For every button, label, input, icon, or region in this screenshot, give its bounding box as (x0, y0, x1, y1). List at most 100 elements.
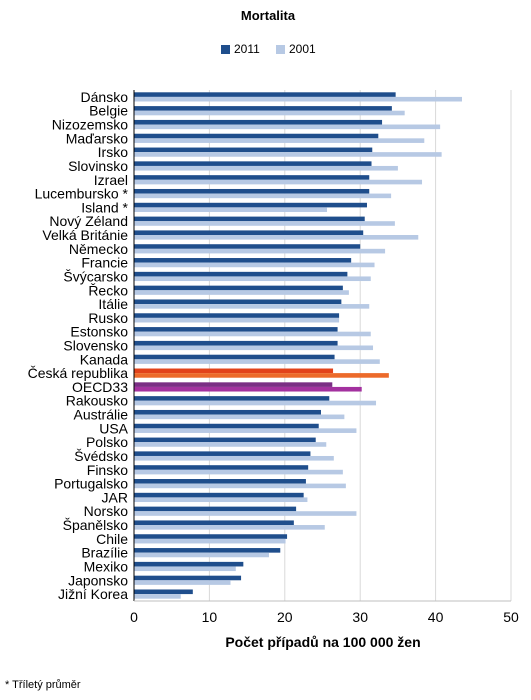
category-label-chile: Chile (96, 531, 128, 547)
x-tick-label-30: 30 (352, 609, 368, 625)
bar-2001-estonsko (134, 331, 371, 337)
bar-2011-norsko (134, 506, 297, 512)
bar-2001-rusko (134, 317, 340, 323)
category-label-nizozemsko: Nizozemsko (52, 117, 128, 133)
bar-2011-polsko (134, 437, 316, 443)
category-label-brazilie: Brazílie (81, 545, 128, 561)
bar-2011-nizozemsko (134, 119, 383, 125)
bar-2011-dansko (134, 92, 396, 97)
bar-2011-chile (134, 534, 288, 539)
bar-2011-jizni-korea (134, 589, 193, 595)
bar-2011-madarsko (134, 133, 379, 139)
bar-2011-nemecko (134, 244, 361, 249)
category-label-finsko: Finsko (87, 462, 128, 478)
category-label-slovinsko: Slovinsko (68, 158, 128, 174)
bar-2001-velka-britanie (134, 235, 419, 240)
bar-2001-japonsko (134, 580, 231, 585)
x-tick-label-20: 20 (277, 609, 293, 625)
bar-2011-irsko (134, 147, 373, 153)
bar-2011-brazilie (134, 548, 281, 553)
bar-2001-rakousko (134, 400, 377, 406)
category-label-svycarsko: Švýcarsko (63, 268, 128, 284)
bar-2011-portugalsko (134, 479, 306, 484)
category-label-norsko: Norsko (84, 503, 129, 519)
bar-2001-novy-zeland (134, 221, 395, 226)
x-tick-labels: 0 10 20 30 40 50 (130, 609, 519, 625)
legend-swatch-2001 (276, 45, 285, 54)
category-label-jar: JAR (102, 489, 128, 505)
bar-2011-estonsko (134, 327, 338, 332)
bar-2011-japonsko (134, 575, 242, 581)
bar-2011-oecd33 (134, 382, 333, 387)
bars (134, 92, 462, 599)
bar-2001-italie (134, 304, 370, 309)
footnote: * Tříletý průměr (5, 679, 81, 691)
bar-2001-dansko (134, 96, 462, 102)
bar-2001-norsko (134, 511, 357, 516)
bar-2011-belgie (134, 106, 392, 111)
bar-2011-finsko (134, 465, 309, 470)
category-label-rakousko: Rakousko (66, 393, 128, 409)
bar-2001-izrael (134, 179, 423, 185)
category-label-island: Island * (81, 199, 128, 215)
bar-2001-finsko (134, 469, 343, 475)
category-label-spanelsko: Španělsko (63, 517, 129, 533)
category-label-italie: Itálie (98, 296, 128, 312)
bar-2011-novy-zeland (134, 216, 365, 222)
category-label-estonsko: Estonsko (70, 324, 128, 340)
bar-2001-recko (134, 290, 349, 295)
bar-2011-mexiko (134, 561, 244, 567)
category-label-australie: Austrálie (74, 407, 129, 423)
bar-2011-rakousko (134, 396, 330, 401)
bar-2001-irsko (134, 152, 442, 157)
bar-2011-jar (134, 492, 304, 498)
bar-2011-rusko (134, 313, 340, 318)
category-label-usa: USA (99, 420, 128, 436)
bar-2001-mexiko (134, 566, 236, 572)
bar-2011-velka-britanie (134, 230, 364, 236)
category-label-rusko: Rusko (88, 310, 128, 326)
bar-2001-belgie (134, 110, 405, 116)
bar-2011-kanada (134, 354, 335, 360)
bar-2001-francie (134, 262, 375, 268)
bar-2001-nemecko (134, 248, 386, 254)
category-label-jizni-korea: Jižní Korea (58, 586, 128, 602)
bar-2001-slovensko (134, 345, 374, 351)
category-label-portugalsko: Portugalsko (54, 476, 128, 492)
category-label-svedsko: Švédsko (74, 448, 128, 464)
category-label-nemecko: Německo (69, 241, 128, 257)
bar-2001-jar (134, 497, 308, 503)
bar-2001-madarsko (134, 138, 425, 143)
category-label-recko: Řecko (88, 282, 128, 298)
x-tick-label-40: 40 (428, 609, 444, 625)
bar-2011-lucembursko (134, 188, 370, 194)
bar-2011-spanelsko (134, 520, 294, 526)
bar-2011-australie (134, 409, 321, 415)
bar-2011-slovinsko (134, 161, 372, 166)
bar-2011-francie (134, 258, 352, 263)
category-labels: DánskoBelgieNizozemskoMaďarskoIrskoSlovi… (28, 89, 129, 602)
category-label-dansko: Dánsko (81, 89, 129, 105)
bar-2001-nizozemsko (134, 124, 441, 130)
bar-2001-australie (134, 414, 345, 420)
legend-swatch-2011 (221, 45, 230, 54)
category-label-slovensko: Slovensko (63, 338, 128, 354)
category-label-irsko: Irsko (98, 144, 129, 160)
bar-2011-italie (134, 299, 342, 305)
bar-2001-ceska-republika (134, 373, 389, 378)
axes (133, 90, 511, 602)
bar-2011-ceska-republika (134, 368, 334, 374)
x-tick-label-50: 50 (503, 609, 519, 625)
category-label-madarsko: Maďarsko (66, 130, 129, 146)
bar-2001-slovinsko (134, 165, 398, 171)
bar-2011-usa (134, 423, 319, 429)
bar-2001-usa (134, 428, 357, 433)
category-label-polsko: Polsko (86, 434, 128, 450)
bar-2001-oecd33 (134, 386, 362, 392)
bar-2001-chile (134, 538, 286, 544)
category-label-japonsko: Japonsko (68, 572, 128, 588)
legend: 2011 2001 (221, 42, 316, 56)
category-label-lucembursko: Lucembursko * (35, 186, 129, 202)
legend-label-2001: 2001 (289, 42, 316, 56)
bar-2001-svycarsko (134, 276, 371, 282)
